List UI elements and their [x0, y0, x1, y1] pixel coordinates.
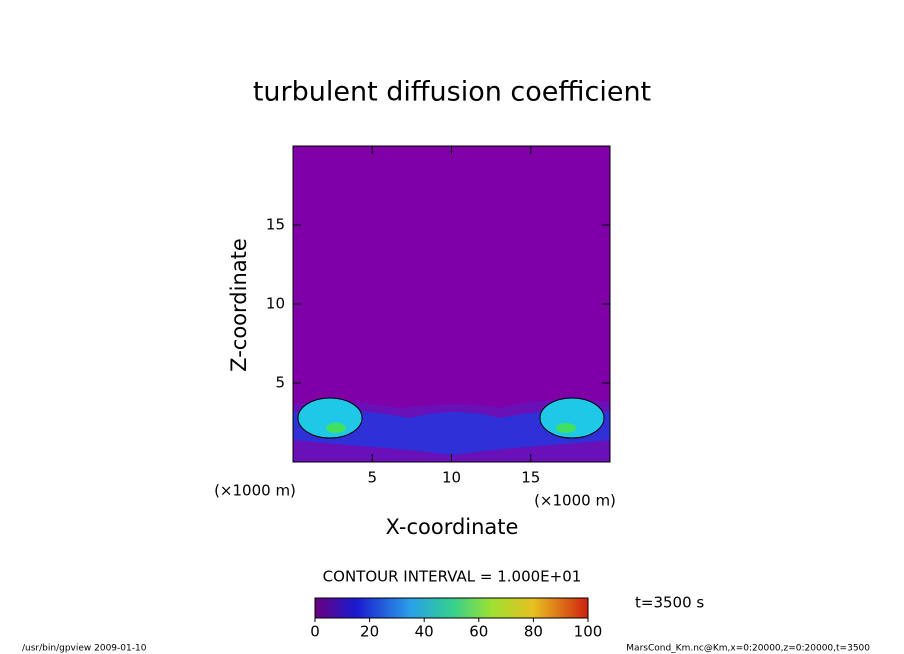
chart-title: turbulent diffusion coefficient: [253, 77, 651, 108]
x-unit: (×1000 m): [534, 492, 616, 510]
colorbar: [314, 597, 589, 619]
x-axis-label: X-coordinate: [386, 515, 519, 539]
colorbar-tick-label: 40: [415, 623, 434, 641]
time-label: t=3500 s: [635, 594, 704, 612]
field-blob: [326, 423, 346, 433]
field-blob: [556, 423, 576, 433]
y-tick-label: 15: [266, 216, 285, 234]
y-tick-label: 5: [275, 374, 285, 392]
x-tick-label: 10: [442, 469, 461, 487]
colorbar-tick-label: 100: [574, 623, 603, 641]
colorbar-tick-label: 80: [524, 623, 543, 641]
x-tick-label: 15: [521, 469, 540, 487]
contour-interval: CONTOUR INTERVAL = 1.000E+01: [323, 568, 582, 586]
y-tick-label: 10: [266, 295, 285, 313]
footer-right: MarsCond_Km.nc@Km,x=0:20000,z=0:20000,t=…: [626, 644, 870, 654]
y-axis-label: Z-coordinate: [227, 238, 251, 372]
y-unit: (×1000 m): [214, 482, 296, 500]
colorbar-tick-label: 60: [469, 623, 488, 641]
colorbar-tick-label: 0: [310, 623, 320, 641]
field: [293, 146, 610, 462]
x-tick-label: 5: [367, 469, 377, 487]
footer-left: /usr/bin/gpview 2009-01-10: [22, 644, 147, 654]
field-layer: [293, 410, 610, 455]
colorbar-tick-label: 20: [360, 623, 379, 641]
